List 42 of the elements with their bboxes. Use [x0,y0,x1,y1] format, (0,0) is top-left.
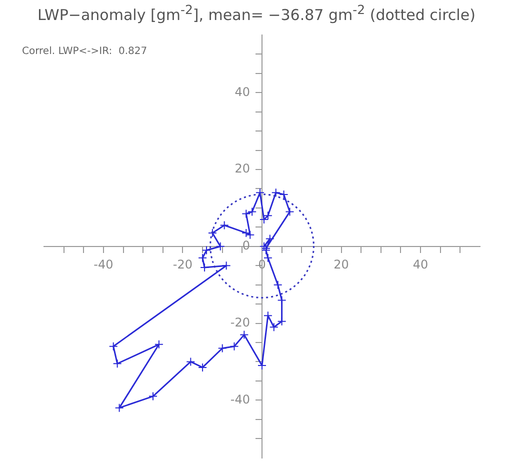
point [240,330,249,340]
point [285,207,294,216]
point [208,228,217,238]
point [202,246,212,255]
point [108,342,118,351]
point [273,280,282,290]
x-tick-label: 40 [412,258,428,272]
point [263,211,272,220]
point [230,342,239,351]
point [263,311,272,320]
point [242,209,251,218]
y-tick-label: 20 [234,162,262,176]
point [186,357,196,366]
point [256,188,265,198]
point [200,263,210,272]
point [148,392,158,401]
y-tick-label: -20 [230,315,262,330]
point [246,230,255,240]
point [114,403,124,412]
point [198,362,208,372]
x-tick-label: -20 [172,258,193,272]
point [248,207,257,216]
y-tick-label: -40 [230,392,262,406]
point [279,190,288,200]
point [269,322,278,332]
point [277,296,286,305]
point [263,253,272,262]
point [222,261,231,270]
x-tick-label: -40 [94,258,114,272]
point [271,188,280,198]
point [198,253,208,262]
y-tick-label: 40 [234,84,262,99]
annotation: Correl. LWP<->IR: 0.827 [22,46,148,57]
chart-title: LWP−anomaly [gm$^{-2}$], mean= −36.87 gm$^{-2}$ (dotted circle) [36,2,476,24]
point [277,316,286,326]
x-tick-label: 20 [334,258,349,272]
point [220,220,229,230]
point [216,242,225,251]
point [154,340,164,349]
point [112,359,122,368]
point [218,344,227,353]
point [265,234,274,244]
